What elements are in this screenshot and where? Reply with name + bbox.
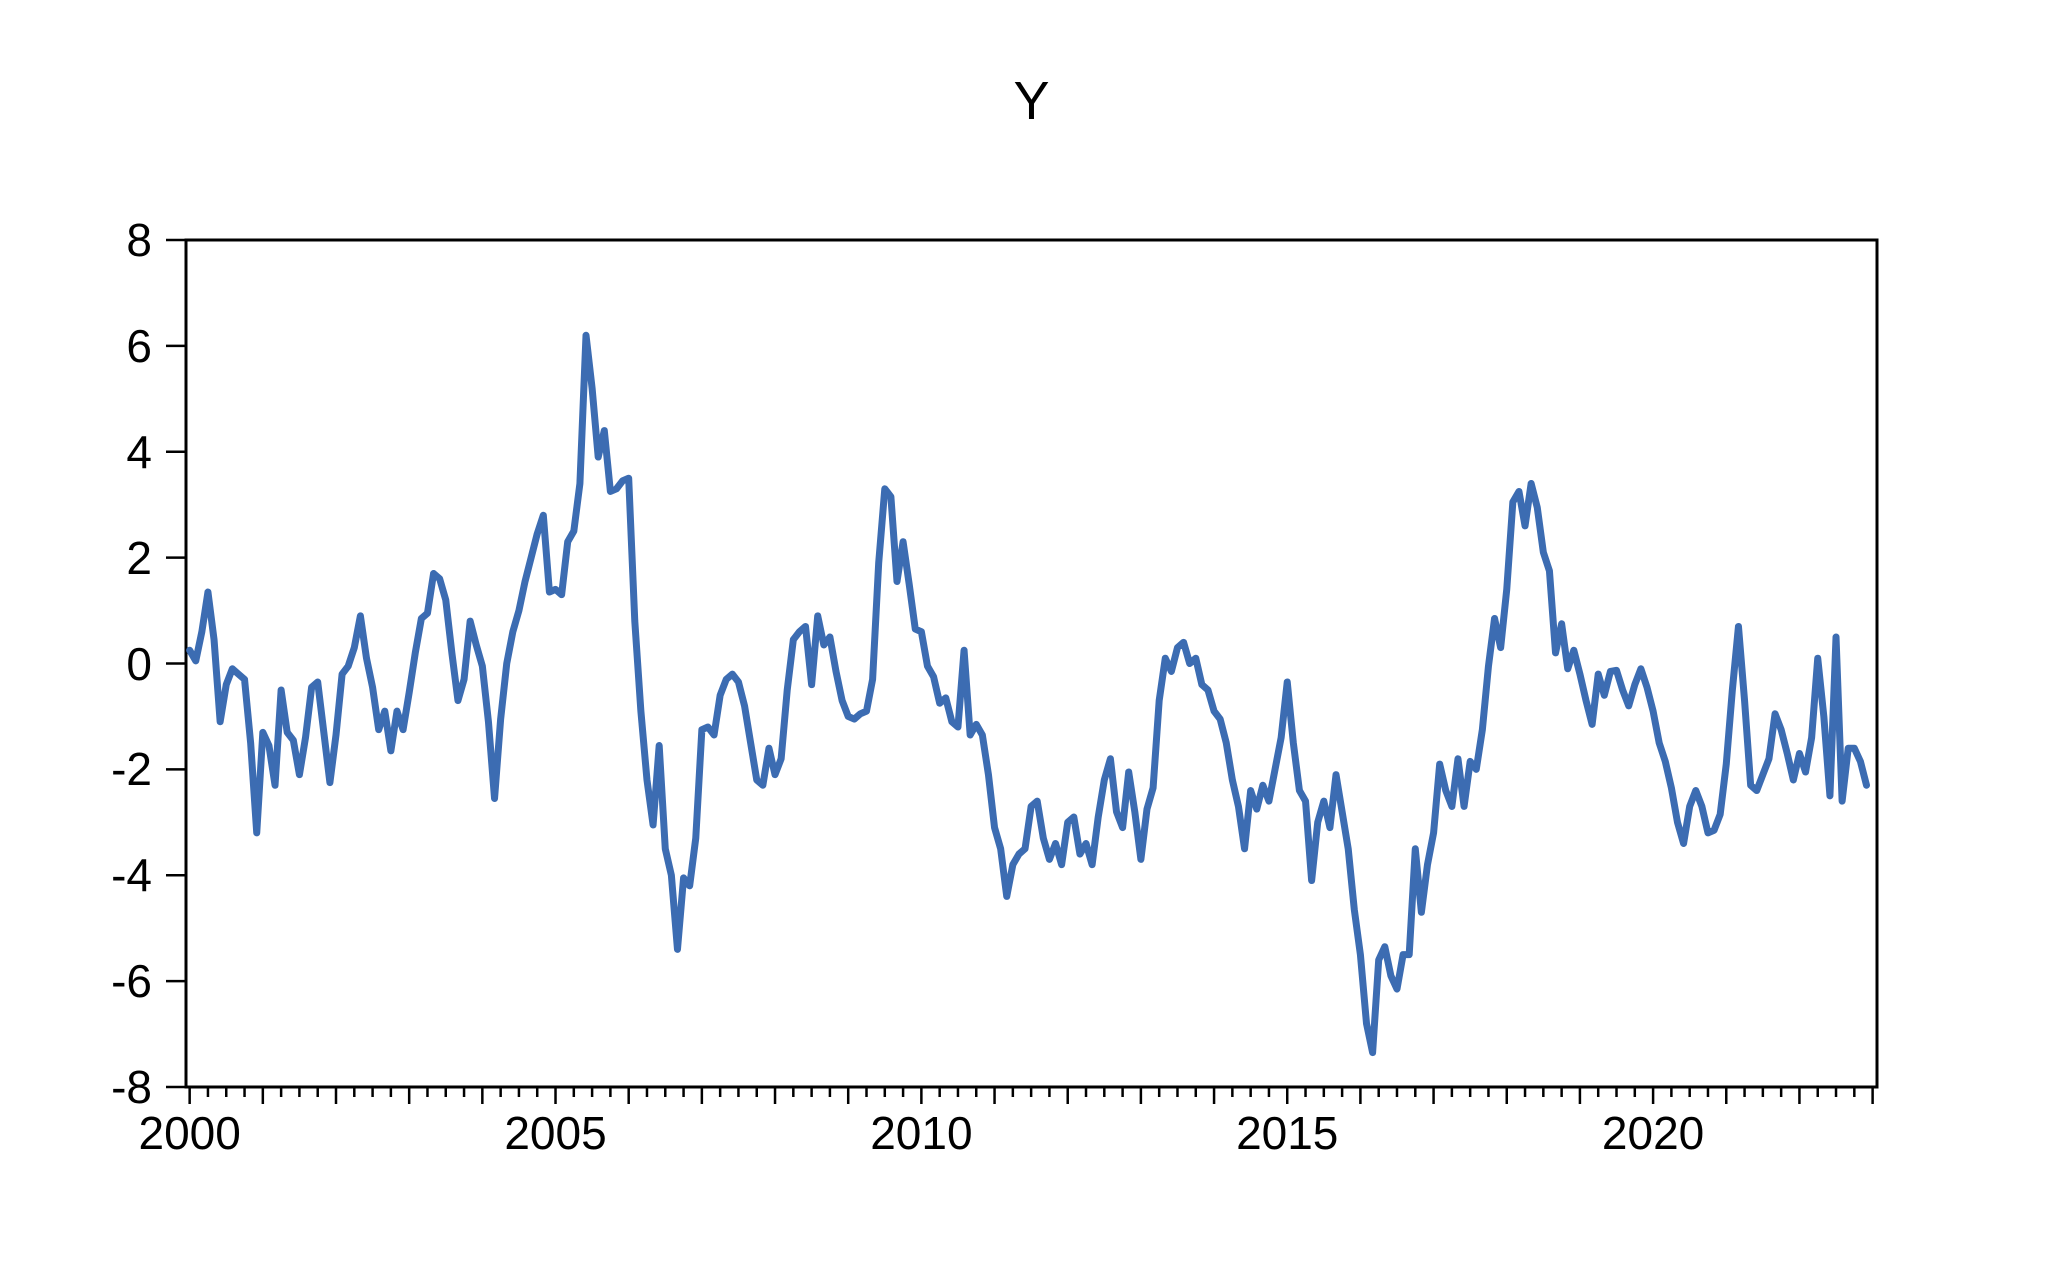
y-tick-label: 8 (126, 214, 152, 266)
x-tick-label: 2015 (1236, 1107, 1339, 1159)
chart-title: Y (1013, 71, 1050, 131)
y-tick-label: -8 (111, 1061, 152, 1113)
y-tick-label: 0 (126, 637, 152, 690)
x-tick-label: 2000 (138, 1107, 241, 1159)
y-tick-label: -2 (111, 743, 152, 796)
y-tick-label: 4 (126, 425, 152, 478)
plot-border (184, 238, 1879, 1089)
series-line-y (186, 331, 1871, 1057)
y-tick-label: 2 (126, 531, 152, 584)
x-tick-label: 2010 (870, 1107, 973, 1159)
y-tick-label: -6 (111, 955, 152, 1008)
y-tick-label: -4 (111, 849, 152, 902)
y-tick-label: 6 (126, 319, 152, 372)
x-tick-label: 2005 (504, 1107, 607, 1159)
x-tick-label: 2020 (1601, 1107, 1705, 1159)
